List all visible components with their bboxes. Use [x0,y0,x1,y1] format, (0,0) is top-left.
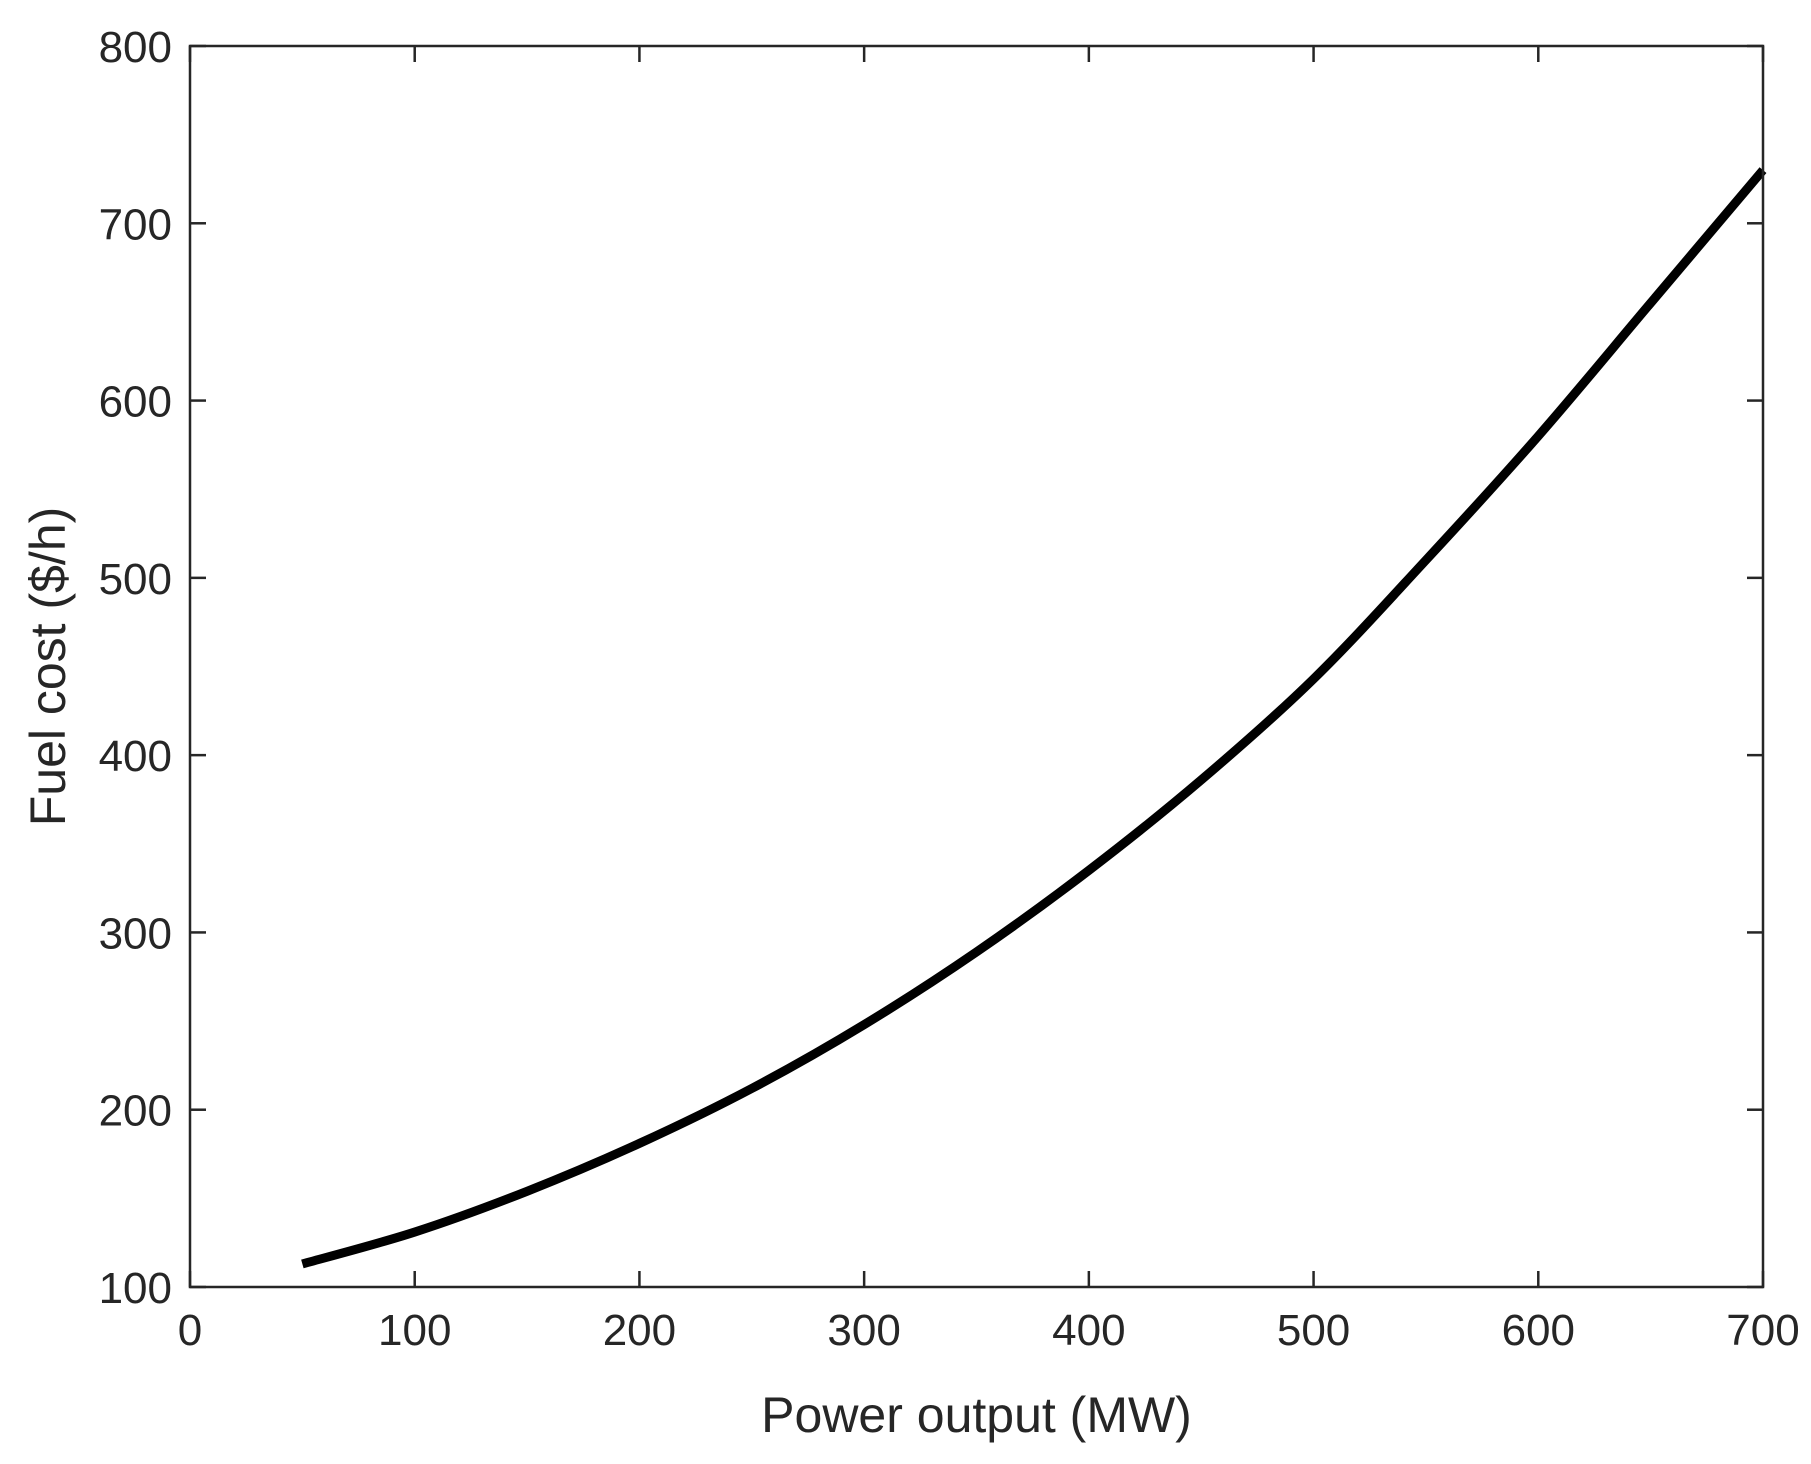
x-tick-label: 400 [1052,1306,1125,1355]
x-tick-label: 500 [1277,1306,1350,1355]
x-tick-label: 200 [603,1306,676,1355]
y-tick-label: 500 [99,555,172,604]
y-tick-label: 200 [99,1087,172,1136]
y-tick-label: 100 [99,1264,172,1313]
x-tick-label: 600 [1502,1306,1575,1355]
y-tick-label: 600 [99,378,172,427]
y-tick-label: 800 [99,23,172,72]
y-tick-label: 400 [99,732,172,781]
x-tick-label: 300 [827,1306,900,1355]
plot-frame [188,44,1765,1289]
y-tick-label: 700 [99,200,172,249]
x-tick-labels: 0 100 200 300 400 500 600 700 [178,1306,1800,1355]
x-axis-label: Power output (MW) [761,1387,1192,1443]
x-tick-label: 100 [378,1306,451,1355]
series-line-0 [301,167,1767,1269]
x-tick-label: 700 [1726,1306,1799,1355]
series-layer [301,167,1767,1269]
y-tick-label: 300 [99,909,172,958]
y-axis-label: Fuel cost ($/h) [20,507,76,827]
y-tick-labels: 100 200 300 400 500 600 700 800 [99,23,172,1313]
x-tick-label: 0 [178,1306,202,1355]
